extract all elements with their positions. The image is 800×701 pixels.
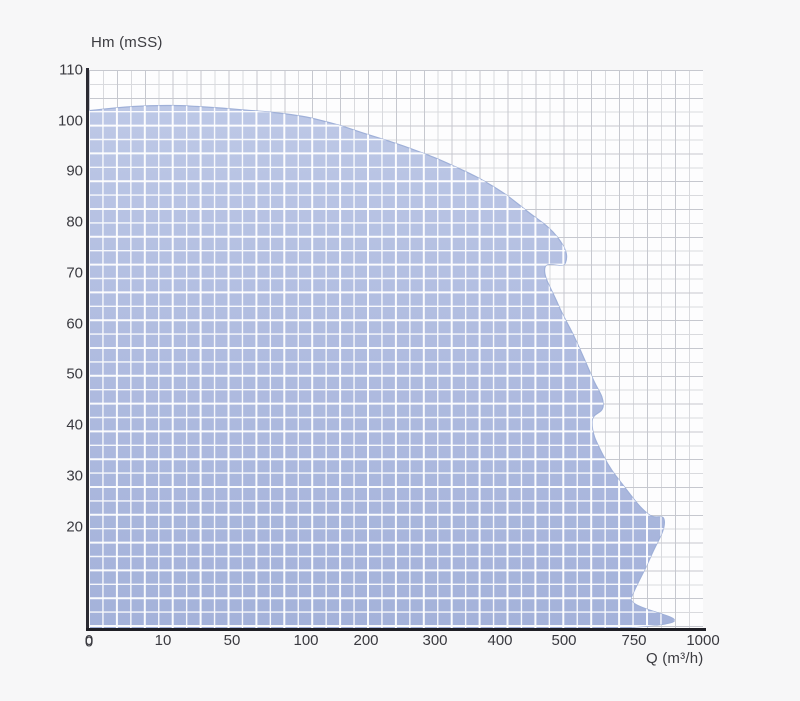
y-axis-line [86,68,89,630]
x-tick-750: 750 [621,632,647,649]
plot-area [89,70,703,628]
x-tick-400: 400 [487,632,513,649]
y-axis-title: Hm (mSS) [91,34,163,51]
x-tick-10: 10 [154,632,172,649]
x-axis-line [86,628,706,631]
y-tick-70: 70 [66,264,83,282]
y-tick-30: 30 [66,467,83,485]
y-tick-40: 40 [66,416,83,434]
operating-envelope-area [89,104,675,628]
y-tick-90: 90 [66,162,83,180]
y-tick-100: 100 [57,112,83,130]
x-tick-300: 300 [422,632,448,649]
x-tick-50: 50 [223,632,241,649]
x-tick-1000: 1000 [686,632,720,649]
x-axis-title: Q (m³/h) [646,650,704,667]
y-tick-0: 0 [84,633,94,651]
x-tick-200: 200 [353,632,379,649]
x-tick-500: 500 [551,632,577,649]
y-tick-20: 20 [66,518,83,536]
y-tick-80: 80 [66,213,83,231]
x-tick-100: 100 [293,632,319,649]
y-tick-110: 110 [59,61,83,79]
x-tick-0: 0 [84,632,94,649]
y-tick-60: 60 [66,315,83,333]
y-tick-50: 50 [66,365,83,383]
